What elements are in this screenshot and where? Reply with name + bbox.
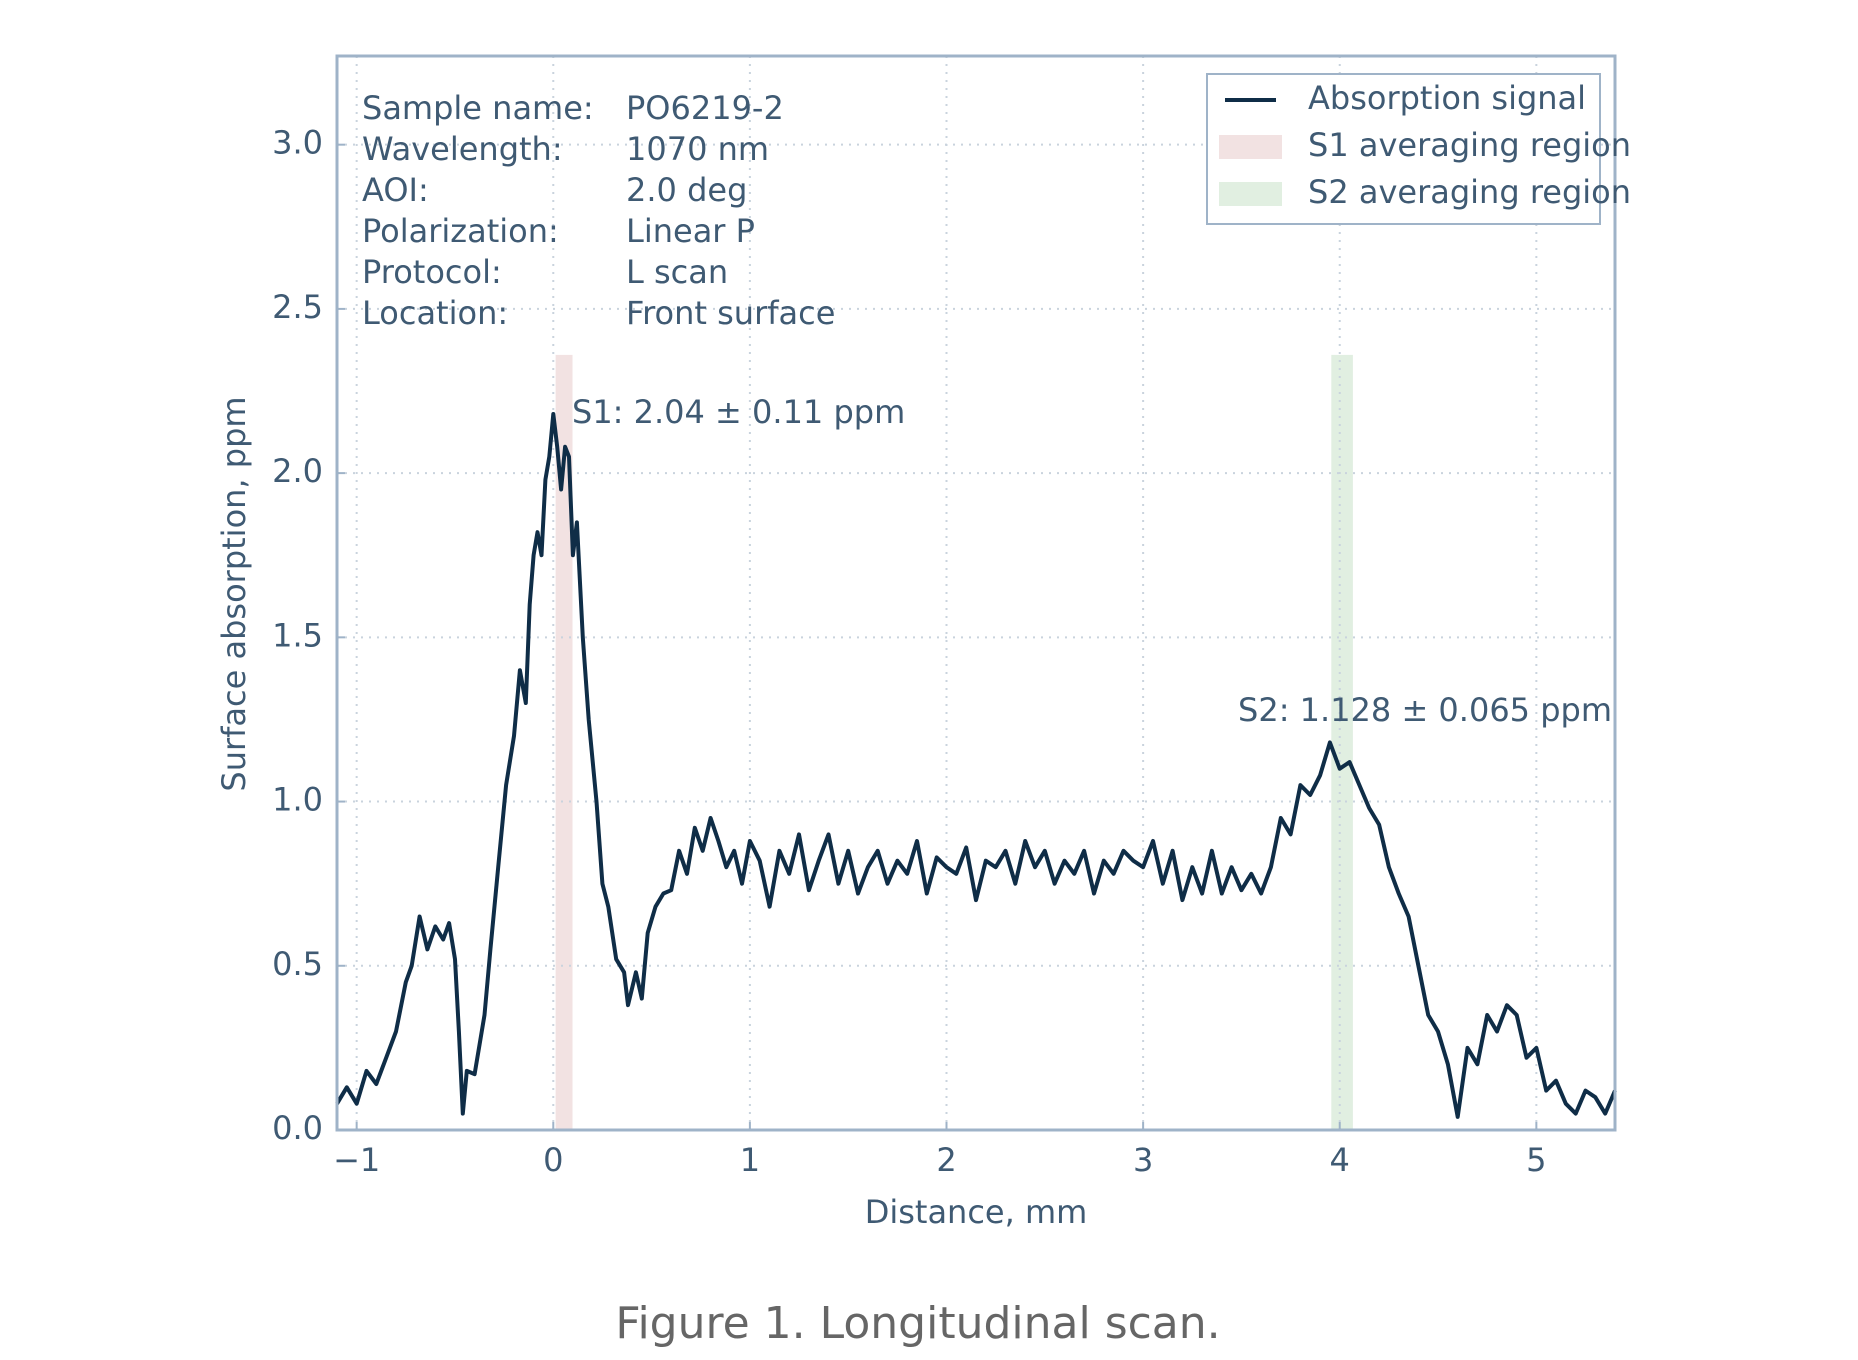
info-label: AOI: <box>362 171 429 209</box>
region-annotation: S2: 1.128 ± 0.065 ppm <box>1238 691 1612 729</box>
info-value: Front surface <box>626 294 835 332</box>
caption: Figure 1. Longitudinal scan. <box>615 1298 1220 1349</box>
y-tick-label: 1.5 <box>272 616 323 654</box>
y-tick-label: 1.0 <box>272 781 323 819</box>
legend-label: S2 averaging region <box>1308 173 1631 211</box>
y-tick-label: 2.0 <box>272 452 323 490</box>
x-tick-label: 3 <box>1133 1141 1153 1179</box>
x-tick-label: 4 <box>1330 1141 1350 1179</box>
x-axis-label: Distance, mm <box>865 1193 1088 1231</box>
y-tick-label: 0.0 <box>272 1109 323 1147</box>
info-label: Polarization: <box>362 212 559 250</box>
y-tick-label: 2.5 <box>272 288 323 326</box>
y-tick-label: 0.5 <box>272 945 323 983</box>
y-axis-label: Surface absorption, ppm <box>215 396 253 791</box>
info-value: Linear P <box>626 212 755 250</box>
region-annotation: S1: 2.04 ± 0.11 ppm <box>572 393 905 431</box>
averaging-region <box>1331 354 1353 1130</box>
averaging-region <box>555 354 573 1130</box>
info-value: 2.0 deg <box>626 171 747 209</box>
info-value: L scan <box>626 253 728 291</box>
x-tick-label: −1 <box>333 1141 380 1179</box>
info-value: 1070 nm <box>626 130 769 168</box>
x-tick-label: 0 <box>543 1141 563 1179</box>
x-tick-label: 2 <box>936 1141 956 1179</box>
x-tick-label: 5 <box>1526 1141 1546 1179</box>
plot-frame <box>335 54 1617 1132</box>
legend-label: S1 averaging region <box>1308 126 1631 164</box>
info-label: Wavelength: <box>362 130 563 168</box>
signal-line <box>335 412 1617 1119</box>
x-tick-label: 1 <box>740 1141 760 1179</box>
info-label: Location: <box>362 294 508 332</box>
info-value: PO6219-2 <box>626 89 784 127</box>
legend-label: Absorption signal <box>1308 79 1586 117</box>
info-label: Sample name: <box>362 89 594 127</box>
legend-swatch <box>1219 182 1282 206</box>
info-label: Protocol: <box>362 253 502 291</box>
y-tick-label: 3.0 <box>272 124 323 162</box>
legend-swatch <box>1219 135 1282 159</box>
